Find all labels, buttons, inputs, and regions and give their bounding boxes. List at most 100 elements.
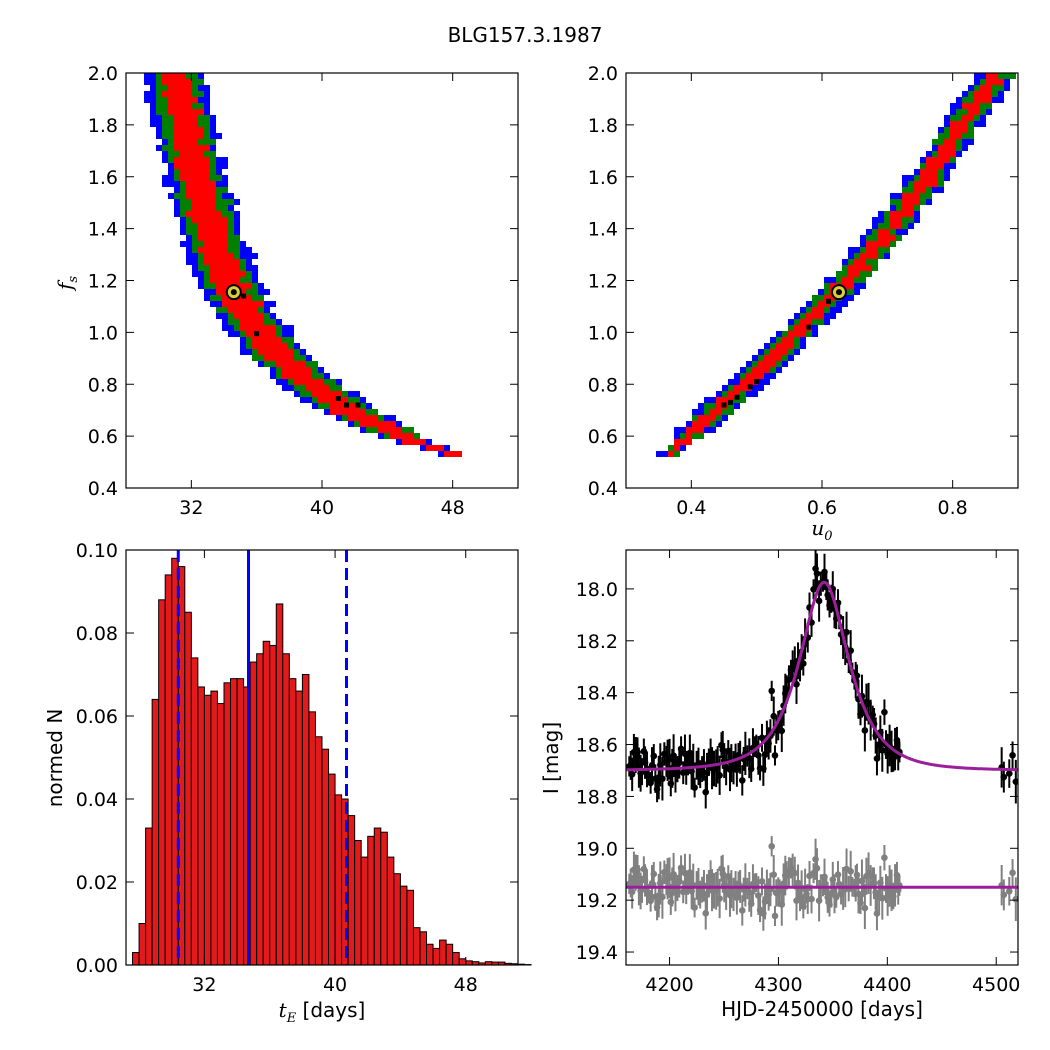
residual-point bbox=[677, 864, 685, 872]
confidence-cell bbox=[902, 205, 914, 211]
panel-lightcurve: 4200 4300 4400 4500 18.0 18.2 18.4 18.6 18.8 19.0… bbox=[539, 549, 1020, 1021]
confidence-cell bbox=[668, 451, 674, 457]
histogram-bar bbox=[321, 748, 330, 966]
confidence-cell bbox=[974, 97, 992, 103]
confidence-cell bbox=[740, 379, 758, 385]
data-point bbox=[1000, 773, 1008, 781]
confidence-cell bbox=[770, 349, 788, 355]
data-point bbox=[853, 672, 861, 680]
confidence-cell bbox=[264, 355, 294, 361]
sample-point bbox=[806, 324, 812, 330]
histogram-bar bbox=[406, 889, 414, 966]
confidence-cell bbox=[782, 337, 794, 343]
data-point bbox=[800, 660, 807, 667]
confidence-cell bbox=[294, 379, 324, 385]
confidence-cell bbox=[180, 175, 210, 181]
histogram-bar bbox=[164, 574, 173, 966]
residual-point bbox=[659, 893, 666, 901]
histogram-bar bbox=[367, 835, 375, 966]
confidence-cell bbox=[360, 421, 396, 427]
confidence-cell bbox=[174, 139, 198, 145]
confidence-cell bbox=[980, 85, 992, 91]
y-tick-label: 19.0 bbox=[576, 838, 618, 860]
confidence-cell bbox=[902, 199, 920, 205]
histogram-bar bbox=[262, 640, 271, 966]
data-point bbox=[650, 752, 658, 760]
confidence-cell bbox=[174, 133, 204, 139]
histogram-bar bbox=[132, 952, 140, 966]
histogram-bar bbox=[236, 678, 245, 966]
confidence-cell bbox=[686, 433, 692, 439]
y-tick-label: 1.6 bbox=[588, 167, 618, 189]
confidence-cell bbox=[180, 151, 204, 157]
confidence-cell bbox=[282, 373, 312, 379]
confidence-cell bbox=[228, 307, 258, 313]
panel-te-histogram: 32 40 48 0.00 0.02 0.04 0.06 0.08 0.10 normed N tE… bbox=[43, 540, 532, 1026]
y-tick-label: 0.06 bbox=[76, 706, 118, 728]
histogram-bar bbox=[216, 703, 225, 966]
histogram-bar bbox=[288, 678, 297, 966]
x-tick-label: 4400 bbox=[863, 974, 911, 996]
confidence-cell bbox=[746, 373, 764, 379]
y-tick-label: 0.8 bbox=[588, 374, 618, 396]
y-tick-label: 0.6 bbox=[88, 426, 118, 448]
confidence-cell bbox=[818, 301, 830, 307]
x-axis-label-unit: [days] bbox=[296, 998, 365, 1022]
histogram-bar bbox=[301, 674, 310, 966]
data-point bbox=[1012, 778, 1018, 785]
confidence-cell bbox=[866, 241, 890, 247]
histogram-bar bbox=[360, 856, 369, 966]
histogram-bar bbox=[419, 931, 428, 966]
confidence-cell bbox=[198, 229, 228, 235]
confidence-cell bbox=[222, 301, 264, 307]
x-axis-label-main: t bbox=[279, 998, 288, 1022]
y-tick-label: 19.4 bbox=[576, 942, 618, 964]
confidence-cell bbox=[240, 319, 264, 325]
x-tick-label: 32 bbox=[179, 497, 203, 519]
histogram-bar bbox=[517, 963, 526, 966]
confidence-cell bbox=[192, 217, 228, 223]
histogram-bar bbox=[399, 885, 408, 966]
residual-point bbox=[716, 895, 723, 902]
y-tick-label: 18.2 bbox=[576, 631, 618, 653]
x-tick-label: 4500 bbox=[972, 974, 1020, 996]
confidence-cell bbox=[914, 181, 938, 187]
residual-point bbox=[770, 871, 778, 878]
y-tick-label: 19.2 bbox=[576, 890, 618, 912]
confidence-cell bbox=[890, 211, 914, 217]
confidence-cell bbox=[860, 253, 878, 259]
x-tick-label: 40 bbox=[310, 497, 334, 519]
confidence-cell bbox=[174, 163, 210, 169]
data-point bbox=[881, 708, 888, 716]
residual-point bbox=[832, 893, 840, 901]
confidence-cell bbox=[186, 193, 216, 199]
y-tick-label: 1.2 bbox=[588, 271, 618, 293]
panel-fs-vs-te: 32 40 48 0.4 0.6 0.8 1.0 1.2 1.4 1.6 1.8 2.0 fs bbox=[53, 63, 519, 519]
confidence-cell bbox=[806, 313, 824, 319]
confidence-cell bbox=[974, 91, 992, 97]
histogram-bar bbox=[347, 815, 356, 966]
plot-frame bbox=[125, 549, 519, 966]
confidence-cell bbox=[686, 427, 704, 433]
confidence-cell bbox=[848, 265, 872, 271]
confidence-cell bbox=[692, 421, 710, 427]
residual-point bbox=[834, 871, 842, 878]
sample-point bbox=[734, 394, 740, 400]
sample-point bbox=[754, 379, 760, 385]
confidence-cell bbox=[198, 235, 228, 241]
confidence-cell bbox=[186, 211, 222, 217]
residual-point bbox=[881, 854, 888, 862]
data-point bbox=[768, 687, 776, 695]
confidence-cell bbox=[162, 73, 186, 79]
sample-point bbox=[728, 399, 734, 405]
confidence-cell bbox=[240, 325, 276, 331]
residual-point bbox=[650, 870, 658, 878]
data-point bbox=[1009, 751, 1016, 759]
confidence-cell bbox=[920, 175, 938, 181]
confidence-cell bbox=[192, 205, 216, 211]
confidence-cell bbox=[192, 199, 216, 205]
residual-point bbox=[1009, 869, 1016, 877]
confidence-cell bbox=[252, 337, 282, 343]
histogram-bar bbox=[354, 840, 362, 966]
data-point bbox=[659, 775, 666, 783]
